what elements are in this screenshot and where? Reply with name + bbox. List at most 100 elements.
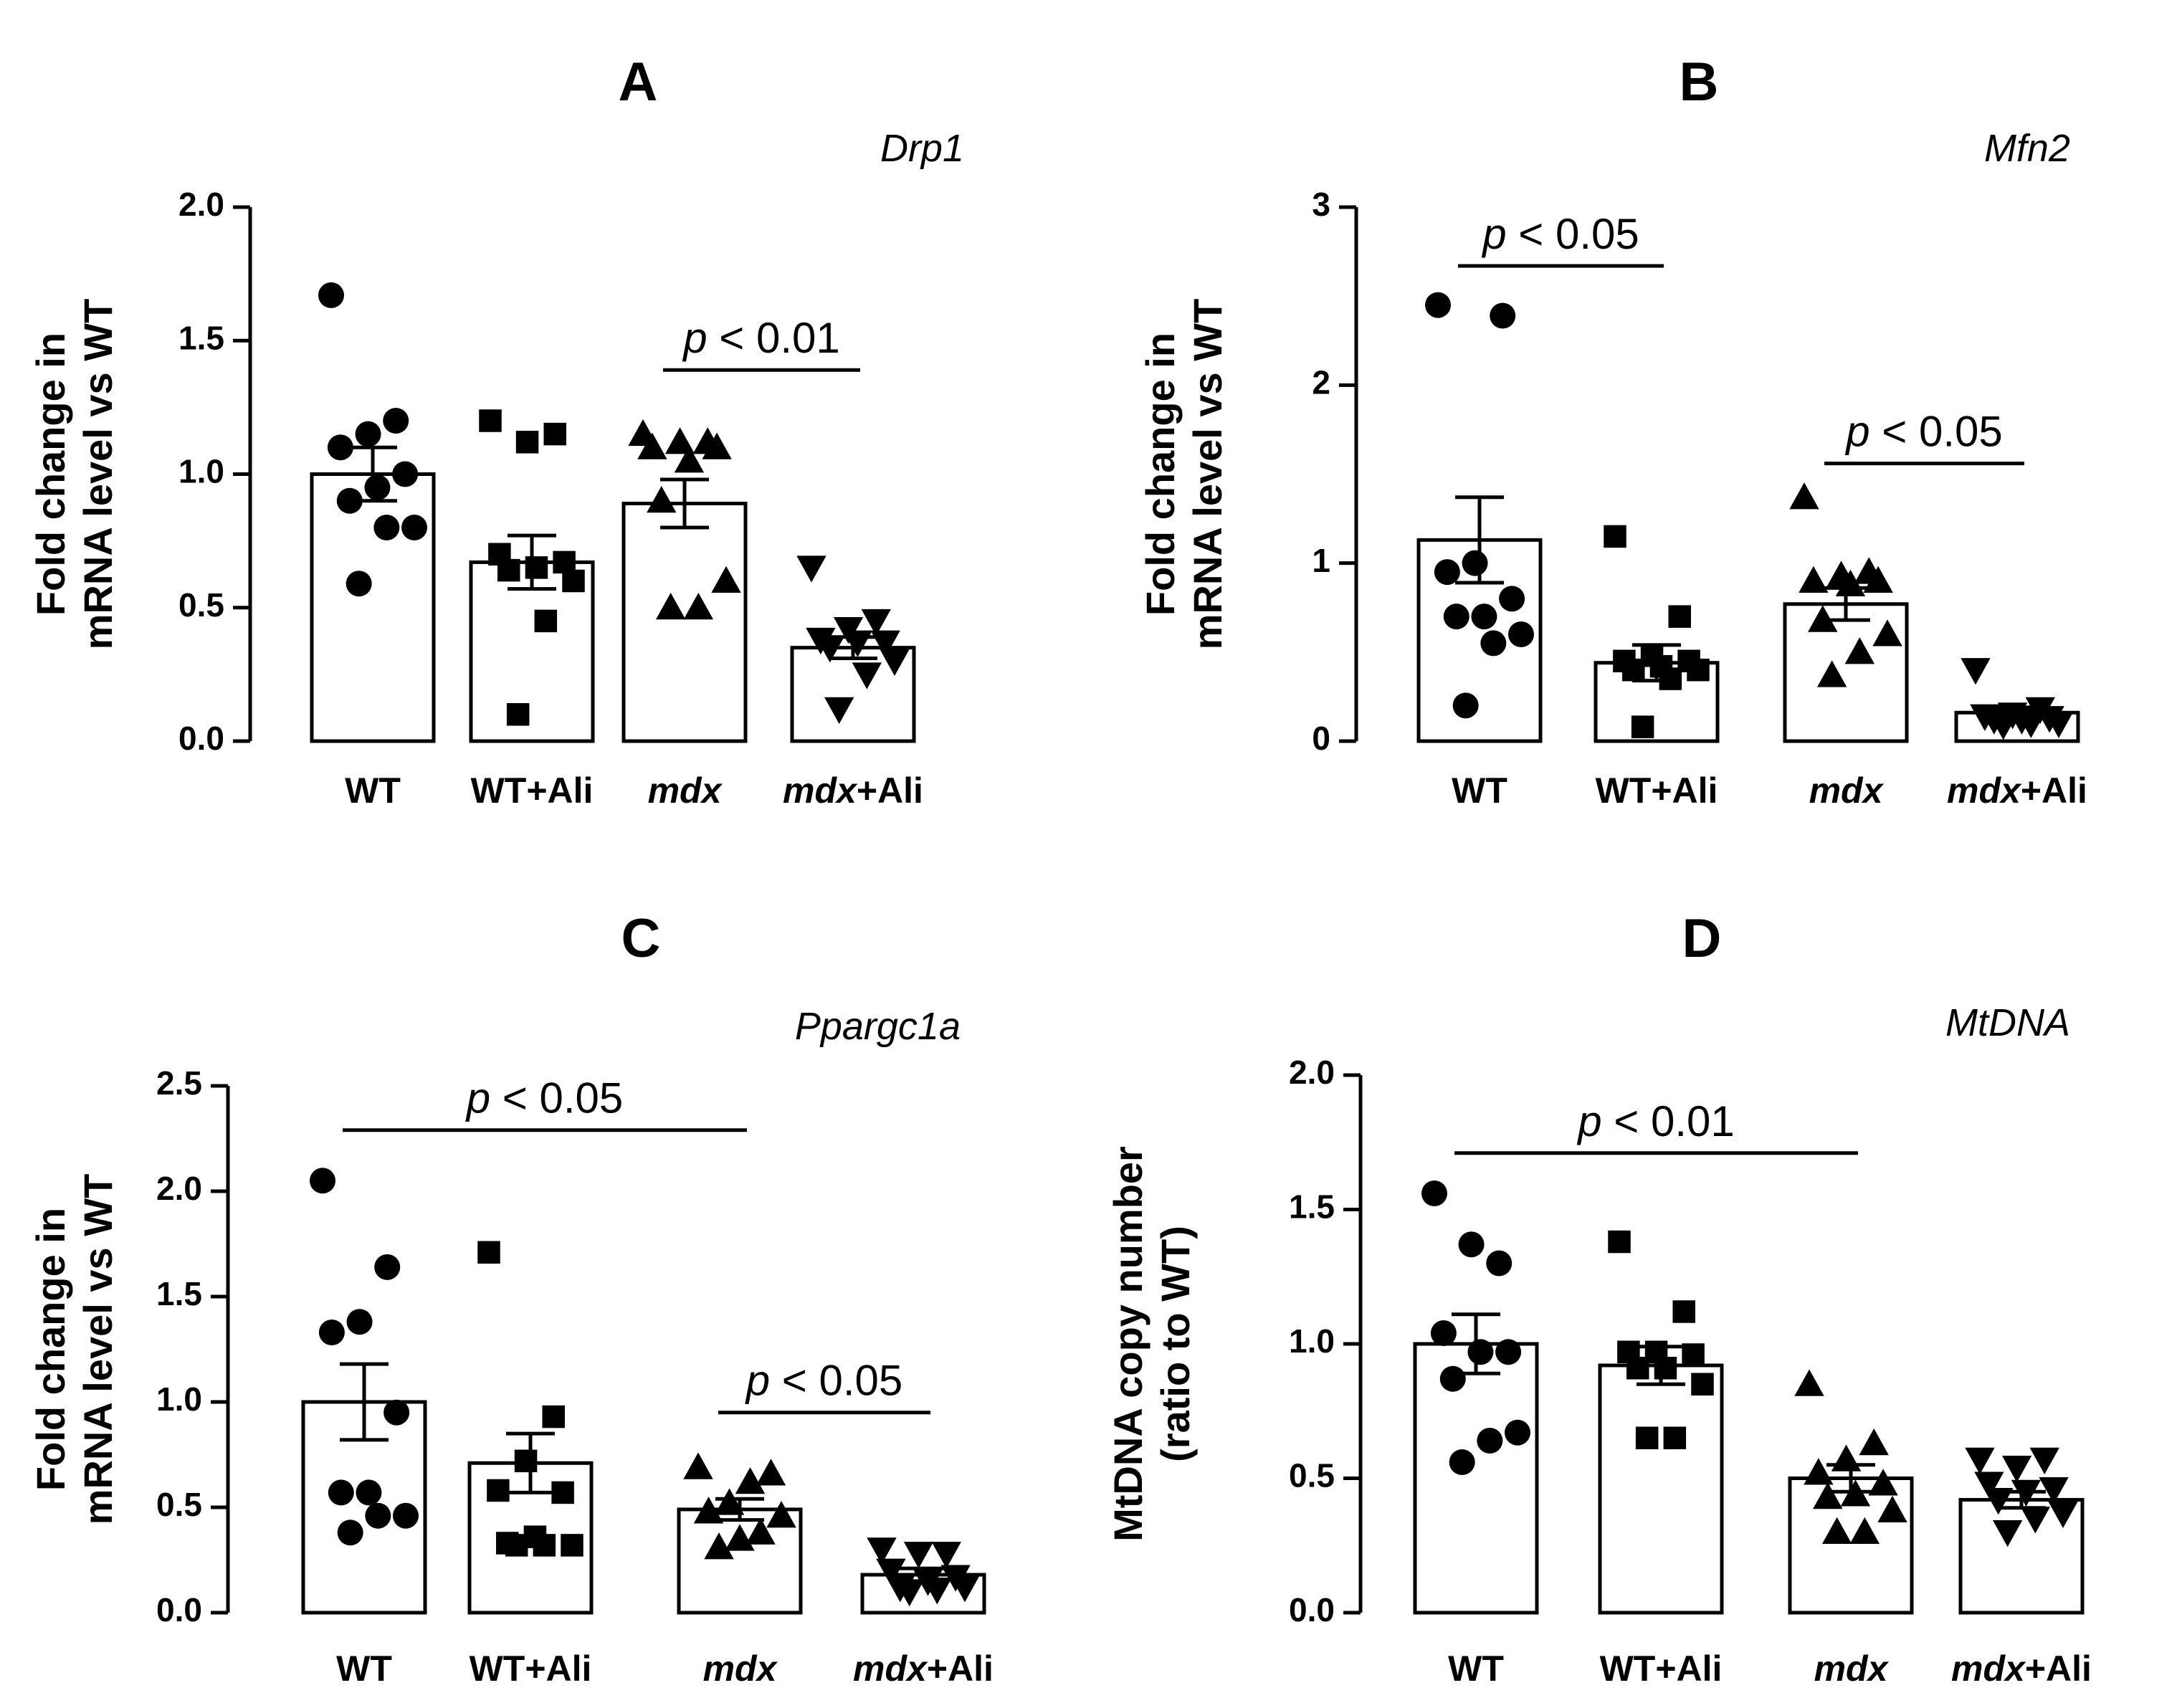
data-point	[1844, 637, 1875, 664]
data-point	[815, 636, 845, 663]
x-tick-label: mdx+Ali	[1951, 1649, 2092, 1689]
x-tick-label: WT+Ali	[1600, 1649, 1723, 1689]
data-point	[1799, 566, 1829, 593]
x-tick-label: mdx	[703, 1649, 778, 1689]
data-point	[922, 1578, 953, 1605]
data-point	[1691, 1373, 1714, 1395]
data-point	[1622, 658, 1645, 682]
p-value-label: p < 0.05	[465, 1074, 624, 1122]
data-point	[903, 1542, 934, 1569]
y-axis-label: mRNA level vs WT	[75, 1174, 120, 1525]
data-point	[880, 649, 910, 676]
y-tick-label: 0.0	[1289, 1591, 1335, 1628]
data-point	[1961, 658, 1991, 685]
y-tick-label: 0.0	[156, 1591, 202, 1628]
x-tick-label: mdx+Ali	[853, 1649, 994, 1689]
data-point	[711, 566, 741, 593]
bar-wt	[310, 472, 436, 743]
x-tick-label: WT	[1452, 770, 1507, 811]
data-point	[383, 408, 409, 434]
bar-wt-ali	[1598, 1363, 1724, 1615]
data-point	[1458, 1231, 1485, 1258]
data-point	[674, 446, 705, 473]
data-point	[950, 1575, 980, 1603]
data-point	[561, 1534, 583, 1557]
data-point	[497, 558, 520, 582]
x-tick-label: WT	[1448, 1649, 1504, 1689]
data-point	[365, 1502, 391, 1529]
data-point	[796, 555, 827, 583]
x-tick-label: mdx	[1814, 1649, 1890, 1689]
x-tick-label: WT	[336, 1649, 392, 1689]
data-point	[1443, 603, 1469, 630]
y-tick-label: 1	[1312, 542, 1330, 579]
data-point	[525, 556, 548, 579]
y-axis-label: MtDNA copy number	[1105, 1146, 1151, 1542]
data-point	[894, 1580, 925, 1607]
data-point	[664, 427, 695, 454]
data-point	[318, 1319, 345, 1345]
data-point	[327, 434, 353, 461]
chart-title: Ppargc1a	[795, 1005, 961, 1048]
y-axis-label: Fold change in	[28, 1208, 73, 1491]
p-value-label: p < 0.05	[1481, 210, 1639, 258]
panel-letter: D	[1682, 908, 1722, 969]
data-point	[401, 515, 427, 540]
p-value-label: p < 0.01	[682, 314, 840, 362]
y-tick-label: 3	[1312, 186, 1330, 223]
data-point	[1499, 586, 1525, 612]
data-point	[766, 1501, 796, 1528]
data-point	[1508, 621, 1534, 647]
y-tick-label: 1.5	[156, 1275, 202, 1312]
y-tick-label: 1.5	[1289, 1188, 1335, 1226]
data-point	[515, 431, 539, 454]
p-value-label: p < 0.01	[1576, 1097, 1735, 1145]
panel-c: C Ppargc1a Fold change in mRNA level vs WT 0…	[28, 908, 994, 1689]
data-point	[542, 1405, 565, 1428]
data-point	[562, 569, 585, 593]
data-point	[318, 282, 344, 308]
data-point	[1988, 713, 2019, 740]
y-tick-label: 2.0	[156, 1170, 202, 1207]
data-point	[1486, 1250, 1513, 1277]
data-point	[2039, 1476, 2069, 1504]
data-point	[1816, 660, 1847, 687]
data-point	[1687, 658, 1710, 682]
data-point	[373, 515, 400, 540]
data-point	[1505, 1419, 1530, 1446]
x-tick-label: mdx	[648, 770, 723, 811]
data-point	[1849, 1517, 1880, 1545]
data-point	[1421, 1180, 1447, 1206]
data-point	[1992, 1519, 2023, 1547]
panel-letter: A	[619, 52, 658, 113]
x-tick-label: mdx+Ali	[783, 770, 923, 811]
x-tick-label: mdx	[1809, 770, 1885, 811]
y-axis-label: mRNA level vs WT	[75, 299, 120, 650]
data-point	[693, 1497, 724, 1524]
data-point	[534, 609, 558, 633]
data-point	[876, 1558, 906, 1585]
data-point	[1668, 605, 1691, 628]
data-point	[1631, 715, 1654, 738]
data-point	[824, 697, 854, 724]
data-point	[1983, 1487, 2014, 1515]
data-point	[1877, 1495, 1907, 1523]
data-point	[1868, 1469, 1898, 1496]
data-point	[551, 1481, 574, 1504]
p-value-label: p < 0.05	[745, 1357, 903, 1405]
data-point	[1682, 1343, 1705, 1366]
y-tick-label: 2.5	[156, 1064, 202, 1102]
y-axis-label: mRNA level vs WT	[1185, 299, 1230, 650]
p-value-label: p < 0.05	[1844, 408, 2003, 456]
data-point	[683, 1452, 713, 1479]
chart-title: Drp1	[880, 127, 964, 170]
data-point	[506, 703, 530, 726]
data-point	[1794, 1369, 1824, 1396]
data-point	[1467, 1339, 1494, 1365]
bar-wt	[1413, 1342, 1539, 1615]
data-point	[756, 1459, 786, 1486]
y-axis-label: Fold change in	[28, 333, 73, 616]
data-point	[328, 1479, 354, 1506]
y-tick-label: 0.0	[178, 720, 224, 757]
